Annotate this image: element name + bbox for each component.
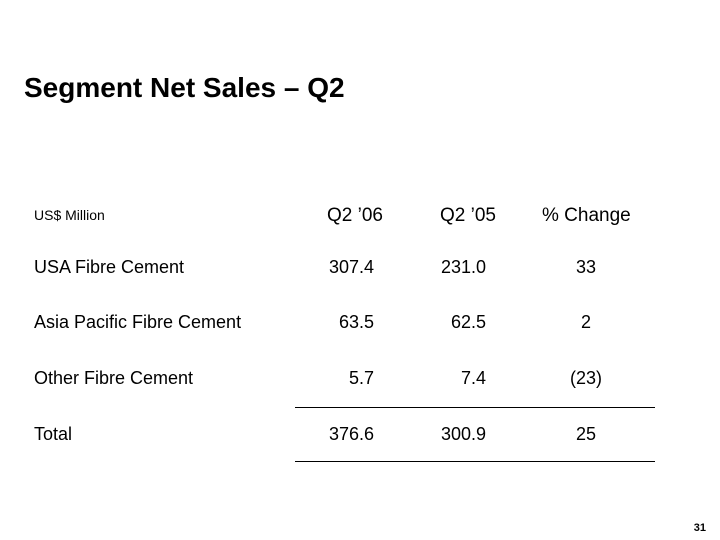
slide-title: Segment Net Sales – Q2: [24, 72, 345, 103]
divider-above-total: [295, 407, 655, 408]
cell-change: 2: [580, 312, 591, 332]
divider-below-total: [295, 461, 655, 462]
column-header-q2-06: Q2 ’06: [327, 205, 383, 226]
cell-q2-06: 5.7: [348, 368, 374, 388]
cell-q2-05: 300.9: [440, 424, 486, 444]
units-label: US$ Million: [34, 207, 105, 223]
cell-change: 25: [575, 424, 597, 444]
cell-q2-05: 7.4: [460, 368, 486, 388]
page-number: 31: [693, 522, 706, 534]
cell-q2-06: 376.6: [328, 424, 374, 444]
cell-q2-05: 62.5: [450, 312, 486, 332]
cell-q2-05: 231.0: [440, 257, 486, 277]
cell-q2-06: 63.5: [338, 312, 374, 332]
cell-q2-06: 307.4: [328, 257, 374, 277]
column-header-change: % Change: [542, 205, 631, 226]
cell-change: 33: [575, 257, 597, 277]
row-label: Asia Pacific Fibre Cement: [34, 312, 242, 332]
row-label: Total: [34, 424, 73, 444]
cell-change: (23): [569, 368, 602, 388]
row-label: Other Fibre Cement: [34, 368, 194, 388]
column-header-q2-05: Q2 ’05: [440, 205, 496, 226]
row-label: USA Fibre Cement: [34, 257, 185, 277]
